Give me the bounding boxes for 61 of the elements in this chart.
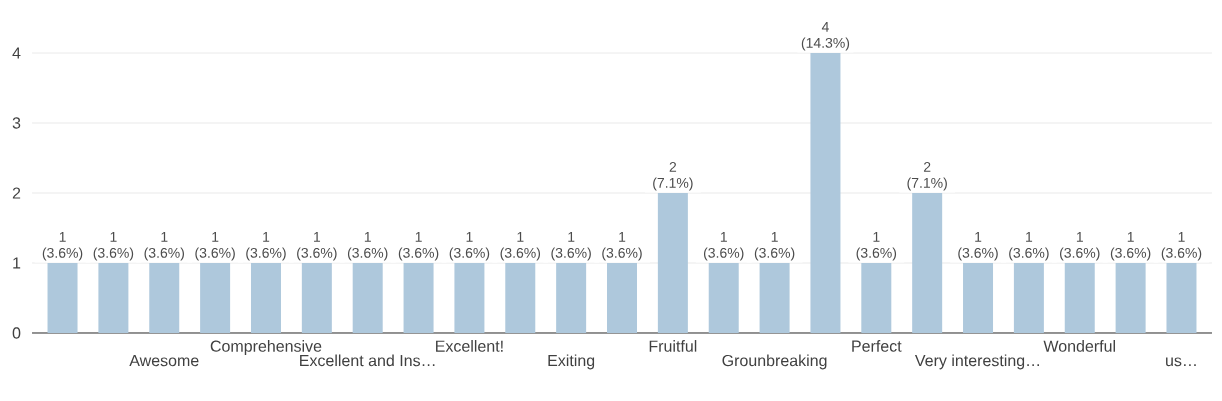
x-tick-label: Excellent and Ins… xyxy=(300,354,435,367)
x-tick-label: Comprehensive xyxy=(210,340,322,355)
bar xyxy=(352,262,383,333)
x-tick-label: Awesome xyxy=(129,355,199,367)
y-tick-label: 1 xyxy=(13,257,21,269)
bar xyxy=(98,262,129,333)
data-label: 1 (3.6%) xyxy=(93,232,134,261)
data-label: 1 (3.6%) xyxy=(1060,232,1100,261)
data-label: 1 (3.6%) xyxy=(398,232,439,261)
bar xyxy=(250,262,281,333)
x-tick-label: Perfect xyxy=(852,340,902,352)
data-label: 1 (3.6%) xyxy=(958,232,998,261)
x-tick-label: Exiting xyxy=(548,354,595,370)
bar xyxy=(403,262,434,333)
x-tick-label: Wonderful xyxy=(1043,340,1115,352)
data-label: 1 (3.6%) xyxy=(602,232,642,261)
data-label: 1 (3.6%) xyxy=(703,232,744,261)
data-label: 1 (3.6%) xyxy=(246,232,286,261)
bar xyxy=(657,193,688,333)
data-label: 1 (3.6%) xyxy=(856,232,897,261)
bar xyxy=(505,262,536,333)
data-label: 1 (3.6%) xyxy=(754,232,795,261)
bar xyxy=(759,262,790,333)
bar xyxy=(607,262,637,333)
bar xyxy=(47,262,78,333)
y-tick-label: 3 xyxy=(12,117,21,129)
bar xyxy=(149,262,180,333)
bar xyxy=(1013,262,1044,333)
bar xyxy=(708,262,739,333)
y-tick-label: 0 xyxy=(12,327,21,339)
x-tick-label: Very interesting… xyxy=(914,354,1039,370)
data-label: 2 (7.1%) xyxy=(907,161,947,191)
x-tick-label: Fruitful xyxy=(649,340,697,352)
data-label: 1 (3.6%) xyxy=(297,232,337,261)
data-label: 1 (3.6%) xyxy=(42,232,83,261)
data-label: 1 (3.6%) xyxy=(1110,232,1151,261)
x-tick-label: Excellent! xyxy=(436,340,503,352)
data-label: 4 (14.3%) xyxy=(801,22,850,51)
bar xyxy=(556,262,587,333)
data-label: 2 (7.1%) xyxy=(653,161,693,191)
bar xyxy=(1166,262,1197,333)
bar xyxy=(1064,262,1095,333)
data-label: 1 (3.6%) xyxy=(551,232,591,261)
data-label: 1 (3.6%) xyxy=(347,232,388,261)
data-label: 1 (3.6%) xyxy=(144,232,184,261)
bar xyxy=(200,262,231,333)
data-label: 1 (3.6%) xyxy=(449,232,490,261)
bar xyxy=(1115,262,1146,333)
bar xyxy=(861,262,892,333)
bar xyxy=(963,262,994,333)
data-label: 1 (3.6%) xyxy=(195,232,235,261)
bar xyxy=(912,193,943,333)
y-tick-label: 2 xyxy=(12,187,21,199)
data-label: 1 (3.6%) xyxy=(1161,232,1202,261)
data-label: 1 (3.6%) xyxy=(1009,232,1049,261)
x-tick-label: Grounbreaking xyxy=(722,354,827,370)
data-label: 1 (3.6%) xyxy=(500,232,541,261)
bar xyxy=(454,262,485,333)
x-tick-label: us… xyxy=(1166,357,1196,367)
bar xyxy=(301,262,332,333)
y-tick-label: 4 xyxy=(12,47,21,59)
